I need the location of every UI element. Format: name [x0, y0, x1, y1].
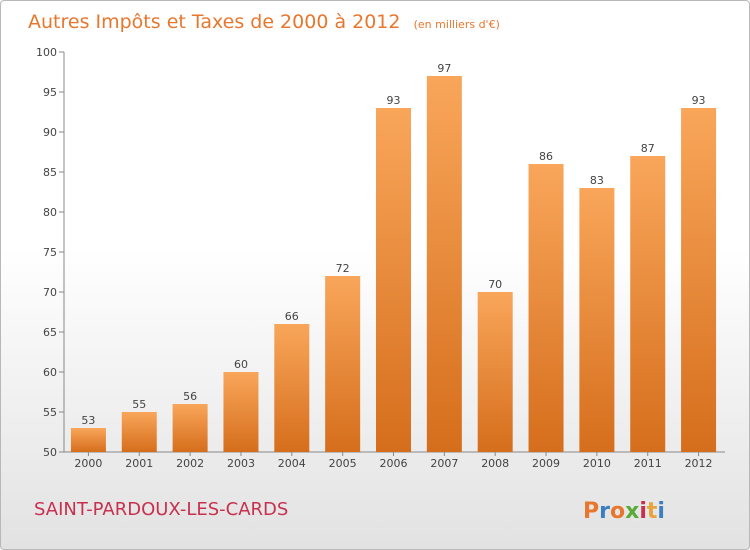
chart-axes: 50 55 60 65 70 75 80 85 90 95 100 2000 2001 2002 2003 2…: [36, 46, 725, 470]
bar: [579, 188, 615, 452]
bar: [121, 412, 157, 452]
bar: [223, 372, 259, 452]
bar: [477, 292, 513, 452]
bar-value-label: 56: [183, 390, 197, 403]
bar-value-label: 53: [81, 414, 95, 427]
logo-letter: r: [599, 499, 610, 524]
y-tick-label: 60: [43, 366, 57, 379]
x-tick-label: 2002: [176, 457, 204, 470]
x-tick-label: 2004: [278, 457, 306, 470]
y-tick-label: 75: [43, 246, 57, 259]
bar-value-label: 72: [336, 262, 350, 275]
x-tick-label: 2009: [532, 457, 560, 470]
bar-value-label: 83: [590, 174, 604, 187]
y-tick-label: 90: [43, 126, 57, 139]
bar-value-label: 93: [692, 94, 706, 107]
logo-letter: x: [625, 499, 639, 524]
x-tick-label: 2006: [380, 457, 408, 470]
bar: [325, 276, 361, 452]
bar-value-label: 93: [387, 94, 401, 107]
bar: [630, 156, 666, 452]
bar-value-label: 66: [285, 310, 299, 323]
bar-value-label: 87: [641, 142, 655, 155]
x-tick-label: 2005: [329, 457, 357, 470]
bar: [681, 108, 717, 452]
y-tick-label: 50: [43, 446, 57, 459]
x-tick-label: 2010: [583, 457, 611, 470]
bar-value-label: 86: [539, 150, 553, 163]
bar: [426, 76, 462, 452]
x-tick-label: 2012: [685, 457, 713, 470]
logo-letter: i: [639, 499, 647, 524]
bar-value-label: 55: [132, 398, 146, 411]
bar-value-label: 97: [437, 62, 451, 75]
y-tick-label: 100: [36, 46, 57, 59]
logo-letter: t: [647, 499, 658, 524]
logo-letter: o: [610, 499, 625, 524]
y-tick-label: 80: [43, 206, 57, 219]
y-tick-label: 65: [43, 326, 57, 339]
y-tick-label: 85: [43, 166, 57, 179]
bar-value-label: 70: [488, 278, 502, 291]
x-tick-label: 2003: [227, 457, 255, 470]
chart-title-unit: (en milliers d'€): [414, 18, 500, 31]
bar: [274, 324, 310, 452]
x-tick-label: 2008: [481, 457, 509, 470]
bar: [376, 108, 411, 452]
bar: [172, 404, 208, 452]
logo-letter: P: [583, 499, 599, 524]
commune-name: SAINT-PARDOUX-LES-CARDS: [34, 499, 288, 520]
y-tick-label: 55: [43, 406, 57, 419]
y-tick-label: 70: [43, 286, 57, 299]
chart-bars: [70, 76, 717, 452]
chart-title-main: Autres Impôts et Taxes de 2000 à 2012: [28, 11, 401, 33]
x-tick-label: 2000: [74, 457, 102, 470]
bar: [528, 164, 564, 452]
x-tick-label: 2007: [430, 457, 458, 470]
x-tick-label: 2011: [634, 457, 662, 470]
y-tick-label: 95: [43, 86, 57, 99]
bar: [70, 428, 106, 452]
x-tick-label: 2001: [125, 457, 153, 470]
chart-title: Autres Impôts et Taxes de 2000 à 2012 (e…: [28, 11, 500, 33]
bar-value-label: 60: [234, 358, 248, 371]
logo-letter: i: [657, 499, 665, 524]
chart-value-labels: 53 55 56 60 66 72 93 97 70 86 83 87 93: [81, 62, 705, 427]
proxiti-logo: Proxiti: [583, 499, 665, 524]
